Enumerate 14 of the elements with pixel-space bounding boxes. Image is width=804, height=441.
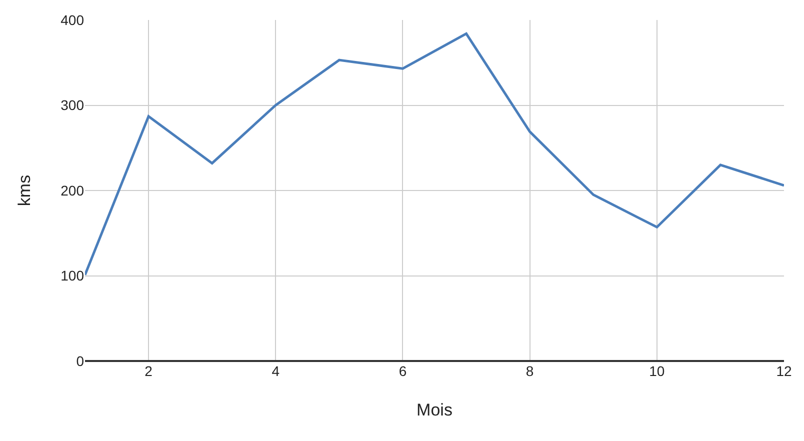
- y-tick-label: 0: [76, 352, 84, 369]
- y-tick-label: 300: [60, 97, 84, 114]
- y-axis-title: kms: [15, 174, 34, 206]
- line-series: [85, 32, 784, 276]
- x-tick-label: 2: [144, 363, 153, 379]
- x-axis-title: Mois: [416, 400, 452, 420]
- y-tick-label: 400: [60, 12, 84, 28]
- x-tick-label: 8: [526, 363, 534, 379]
- x-tick-label: 10: [649, 363, 665, 379]
- x-tick-label: 6: [398, 363, 407, 379]
- y-tick-label: 100: [60, 268, 84, 284]
- y-tick-label: 200: [60, 182, 84, 198]
- x-tick-label: 12: [776, 363, 792, 379]
- x-tick-label: 4: [272, 363, 280, 379]
